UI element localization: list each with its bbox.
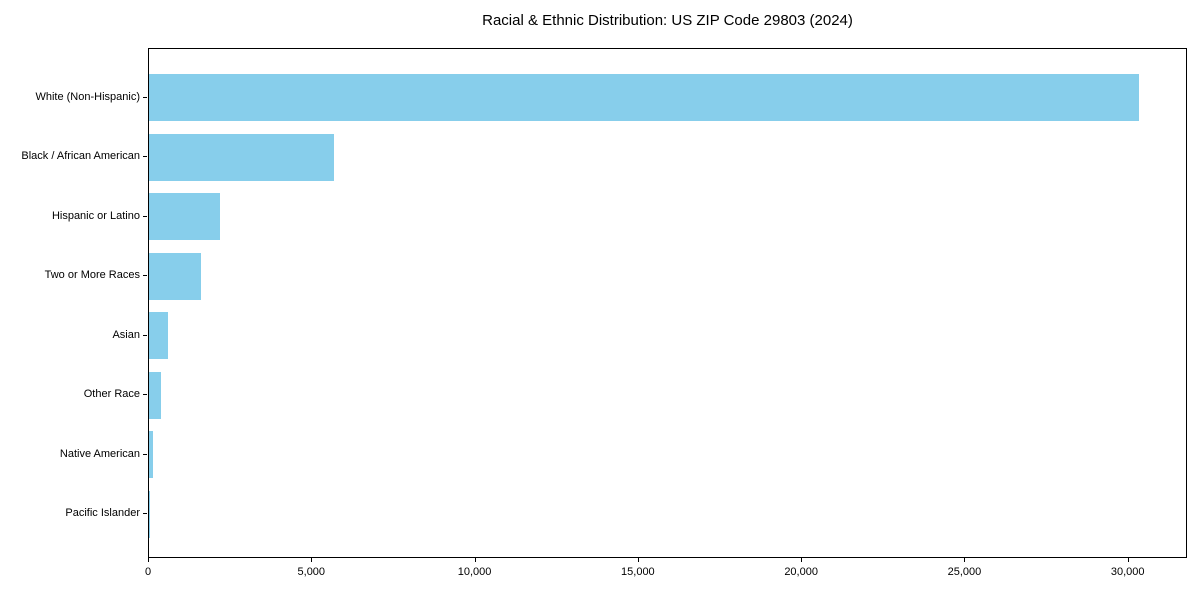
x-tick-mark	[474, 558, 476, 562]
y-tick-label: Other Race	[83, 388, 140, 400]
x-tick-mark	[637, 558, 639, 562]
plot-area	[148, 48, 1187, 558]
y-tick-label: Native American	[59, 447, 140, 460]
bar	[149, 74, 1139, 121]
y-tick-mark	[143, 394, 147, 395]
y-tick-label: Asian	[112, 328, 140, 341]
x-tick-label: 15,000	[621, 566, 655, 578]
x-tick-mark	[801, 558, 803, 562]
x-tick-mark	[148, 558, 149, 562]
y-tick-mark	[143, 453, 147, 455]
y-tick-mark	[143, 156, 147, 157]
x-tick-mark	[964, 558, 966, 562]
y-tick-mark	[143, 275, 147, 276]
y-tick-label: Two or More Races	[44, 269, 140, 281]
bar	[149, 193, 221, 240]
y-tick-label: Black / African American	[21, 150, 140, 162]
bar	[149, 431, 153, 478]
bar	[149, 252, 202, 300]
bar	[149, 133, 334, 181]
y-tick-label: White (Non-Hispanic)	[35, 90, 140, 103]
x-tick-mark	[311, 558, 313, 562]
x-tick-label: 0	[144, 566, 152, 578]
y-tick-mark	[143, 96, 147, 98]
x-tick-label: 5,000	[297, 566, 326, 578]
y-tick-mark	[143, 513, 147, 514]
x-tick-mark	[1127, 558, 1129, 562]
y-tick-mark	[143, 334, 147, 336]
x-tick-label: 25,000	[947, 566, 982, 578]
x-tick-label: 10,000	[457, 566, 492, 578]
y-tick-label: Hispanic or Latino	[51, 209, 140, 222]
bar	[149, 371, 162, 419]
x-tick-label: 30,000	[1110, 566, 1145, 578]
y-tick-label: Pacific Islander	[65, 507, 140, 519]
x-tick-label: 20,000	[784, 566, 818, 578]
y-tick-mark	[143, 215, 147, 217]
chart-title: Racial & Ethnic Distribution: US ZIP Cod…	[482, 12, 853, 29]
bar	[149, 312, 168, 359]
